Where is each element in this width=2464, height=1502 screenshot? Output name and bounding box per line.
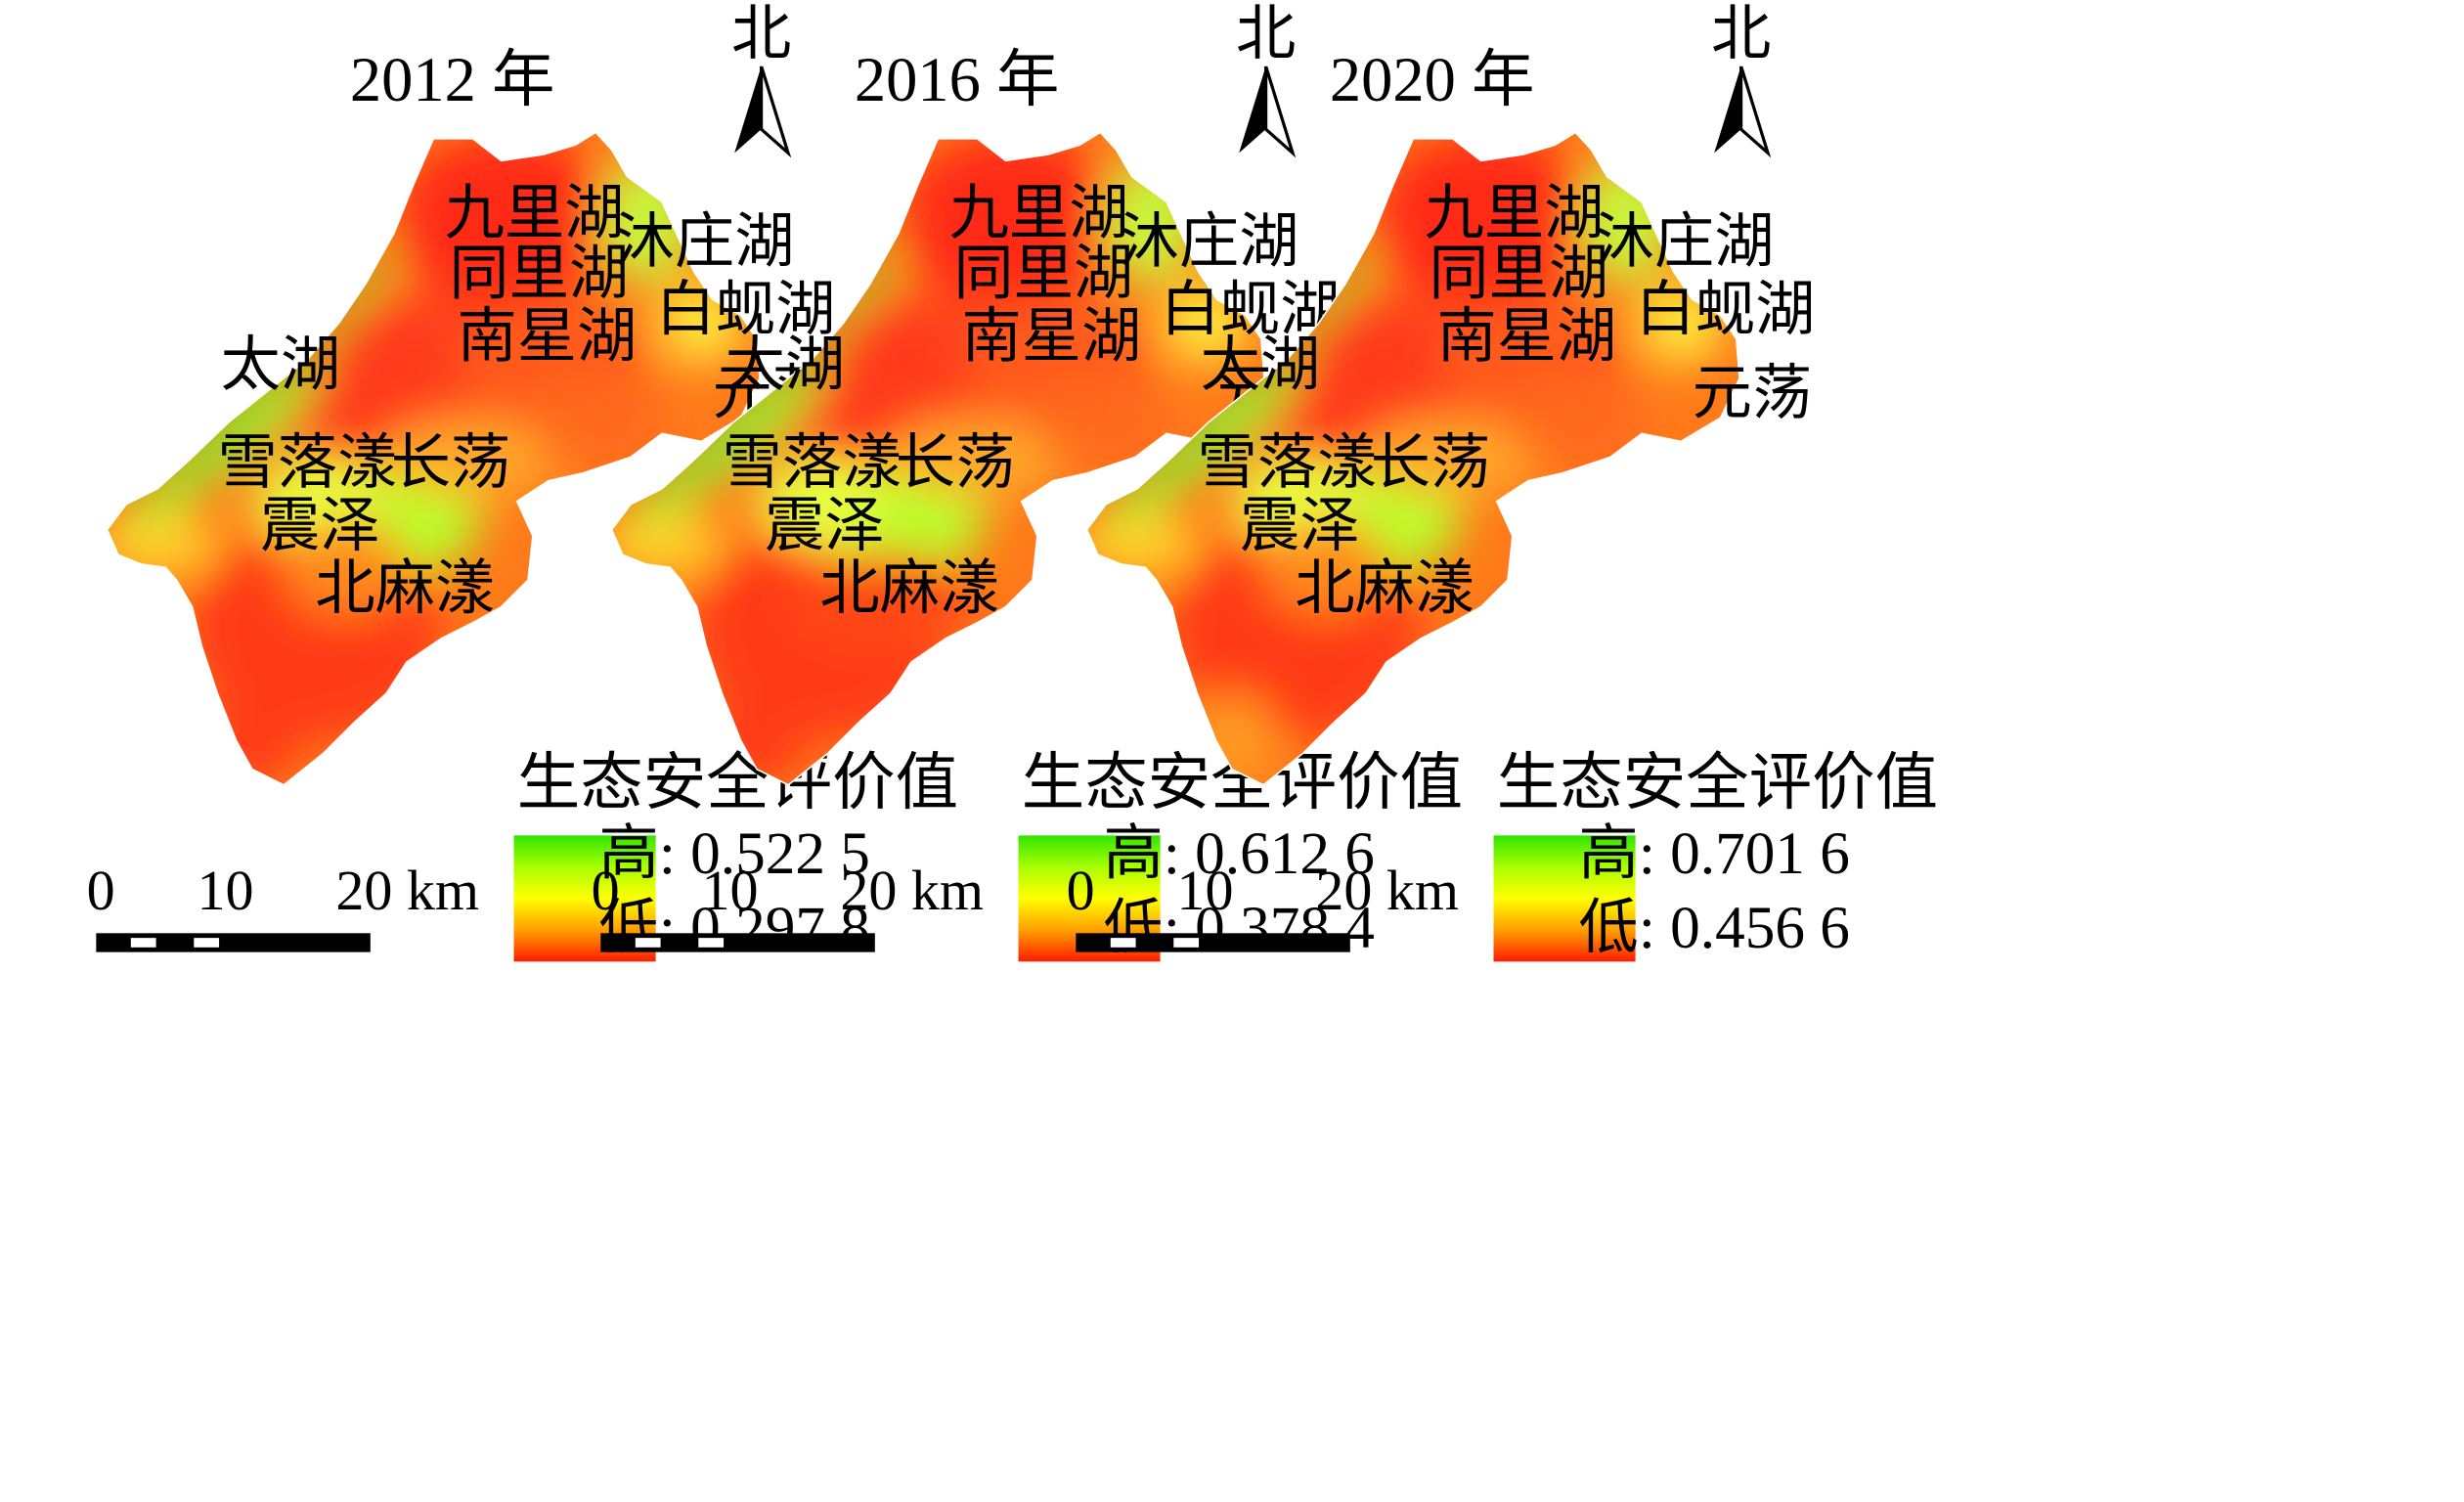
lake-label: 雪落漾 xyxy=(1197,426,1378,497)
north-arrow-icon xyxy=(1239,66,1297,158)
ecological-security-map xyxy=(106,131,761,786)
lake-label: 长荡 xyxy=(895,426,1016,497)
legend-high-value: 高: 0.522 5 xyxy=(598,820,870,888)
lake-label: 长荡 xyxy=(1370,426,1491,497)
legend-low-value: 低: 0.456 6 xyxy=(1578,895,1850,962)
scale-segment xyxy=(130,938,156,948)
lake-label: 太湖 xyxy=(220,329,341,399)
lake-label: 太湖 xyxy=(725,329,846,399)
lake-label: 同里湖 xyxy=(953,238,1134,308)
legend-title: 生态安全评价值 xyxy=(1496,747,1939,820)
lake-label: 沐庄湖 xyxy=(1119,206,1299,277)
lake-label: 白蚬湖 xyxy=(655,274,836,344)
lake-label: 震泽 xyxy=(1239,490,1360,560)
scale-segment xyxy=(698,938,725,948)
north-arrow: 北 xyxy=(706,0,816,167)
lake-label: 震泽 xyxy=(259,490,380,560)
ecological-security-map xyxy=(1085,131,1740,786)
legend-high-value: 高: 0.612 6 xyxy=(1103,820,1375,888)
north-arrow-icon xyxy=(1714,66,1772,158)
scale-tick: 10 xyxy=(197,859,254,923)
map-panel-1: 2012 年北 九里湖同里湖南星湖沐庄湖白蚬湖元荡太湖雪落漾长荡震泽北麻漾生态安… xyxy=(86,0,959,962)
north-label: 北 xyxy=(1235,0,1297,68)
lake-label: 南星湖 xyxy=(961,300,1142,371)
north-arrow: 北 xyxy=(1686,0,1796,167)
scale-tick: 10 xyxy=(1176,859,1234,923)
legend-title: 生态安全评价值 xyxy=(516,747,959,820)
scale-tick: 20 km xyxy=(335,859,480,923)
map-panel-2: 2016 年北 九里湖同里湖南星湖沐庄湖白蚬湖元荡太湖雪落漾长荡震泽北麻漾生态安… xyxy=(505,0,1828,1502)
lake-label: 九里湖 xyxy=(1424,178,1605,248)
map-title: 2016 年 xyxy=(854,44,1060,115)
lake-label: 同里湖 xyxy=(1429,238,1609,308)
lake-label: 长荡 xyxy=(390,426,511,497)
scale-tick: 20 km xyxy=(840,859,985,923)
lake-label: 九里湖 xyxy=(444,178,625,248)
map-title: 2012 年 xyxy=(349,44,555,115)
scale-segment xyxy=(1173,938,1200,948)
scale-segment xyxy=(635,938,661,948)
lake-label: 北麻漾 xyxy=(819,552,1000,623)
lake-label: 沐庄湖 xyxy=(1594,206,1775,277)
scale-tick: 20 km xyxy=(1315,859,1460,923)
lake-label: 雪落漾 xyxy=(722,426,902,497)
legend-high-value: 高: 0.701 6 xyxy=(1578,820,1850,888)
lake-label: 南星湖 xyxy=(1436,300,1617,371)
scale-tick: 0 xyxy=(86,859,115,923)
lake-label: 白蚬湖 xyxy=(1635,274,1816,344)
lake-label: 雪落漾 xyxy=(217,426,398,497)
north-arrow: 北 xyxy=(1210,0,1321,167)
lake-label: 同里湖 xyxy=(449,238,630,308)
north-label: 北 xyxy=(1710,0,1772,68)
lake-label: 震泽 xyxy=(764,490,885,560)
lake-label: 太湖 xyxy=(1200,329,1321,399)
scale-segment xyxy=(194,938,220,948)
north-arrow-icon xyxy=(734,66,792,158)
scale-tick: 0 xyxy=(591,859,620,923)
lake-label: 南星湖 xyxy=(457,300,638,371)
scale-tick: 10 xyxy=(701,859,759,923)
lake-label: 北麻漾 xyxy=(1295,552,1475,623)
map-panel-3: 2020 年北 九里湖 同里湖 南星湖 沐庄湖 白蚬湖 元荡 太湖 雪落漾 长荡 震泽 北麻漾 生态安… xyxy=(980,0,2304,1502)
lake-label: 沐庄湖 xyxy=(614,206,795,277)
north-label: 北 xyxy=(730,0,792,68)
scale-segment xyxy=(1110,938,1136,948)
lake-label: 九里湖 xyxy=(948,178,1129,248)
lake-label: 元荡 xyxy=(1692,357,1813,427)
scale-tick: 0 xyxy=(1066,859,1095,923)
ecological-security-map xyxy=(610,131,1265,786)
lake-label: 北麻漾 xyxy=(315,552,496,623)
map-title: 2020 年 xyxy=(1329,44,1535,115)
